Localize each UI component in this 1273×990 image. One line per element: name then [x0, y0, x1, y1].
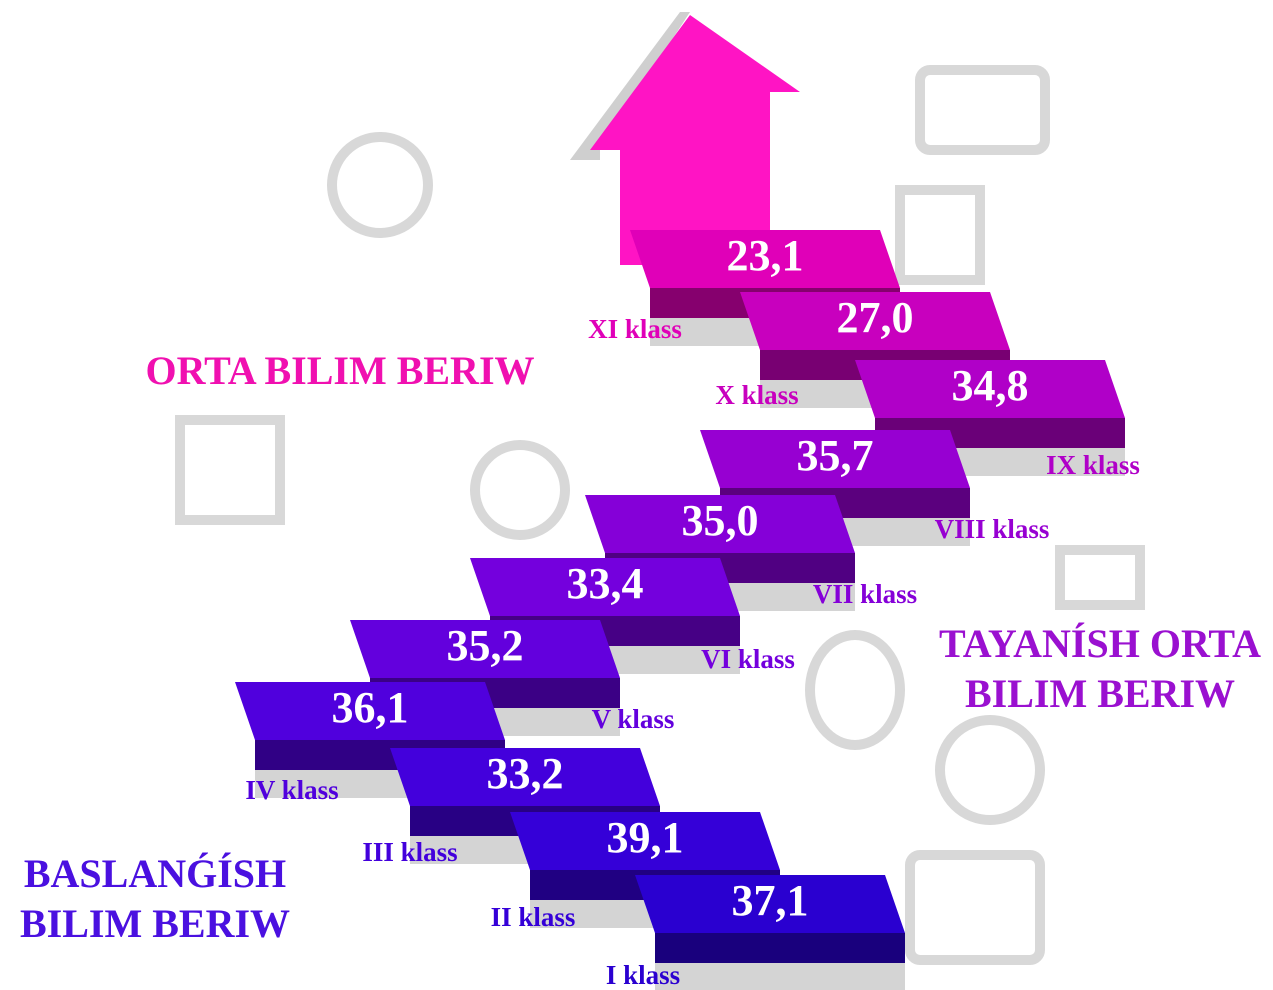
step-top: [700, 430, 970, 488]
section-title: ORTA BILIM BERIW: [145, 348, 534, 393]
step-top: [470, 558, 740, 616]
class-label: XI klass: [588, 314, 682, 344]
step-value: 33,4: [567, 559, 644, 608]
step-top: [630, 230, 900, 288]
class-label: VI klass: [701, 644, 795, 674]
step-top: [635, 875, 905, 933]
step-value: 33,2: [487, 749, 564, 798]
class-label: X klass: [715, 380, 798, 410]
class-label: VIII klass: [935, 514, 1050, 544]
step-value: 35,0: [682, 496, 759, 545]
step-value: 35,2: [447, 621, 524, 670]
step-riser: [655, 963, 905, 990]
step-top: [855, 360, 1125, 418]
section-title: BILIM BERIW: [965, 671, 1235, 716]
step-top: [390, 748, 660, 806]
step-value: 36,1: [332, 683, 409, 732]
class-label: I klass: [606, 960, 680, 990]
step-value: 27,0: [837, 293, 914, 342]
step-front: [655, 933, 905, 963]
step-top: [235, 682, 505, 740]
class-label: IX klass: [1046, 450, 1140, 480]
section-title: BILIM BERIW: [20, 901, 290, 946]
step-top: [740, 292, 1010, 350]
class-label: III klass: [362, 837, 457, 867]
section-title: BASLANǴÍSH: [24, 851, 286, 896]
step-top: [510, 812, 780, 870]
step-value: 23,1: [727, 231, 804, 280]
section-title: TAYANÍSH ORTA: [939, 621, 1261, 666]
step-value: 34,8: [952, 361, 1029, 410]
class-label: V klass: [592, 704, 675, 734]
step-top: [585, 495, 855, 553]
step-value: 37,1: [732, 876, 809, 925]
background-icons: [175, 65, 1145, 965]
class-label: VII klass: [813, 579, 917, 609]
arrow: [570, 12, 800, 270]
class-label: IV klass: [245, 775, 338, 805]
class-label: II klass: [491, 902, 576, 932]
step-value: 35,7: [797, 431, 874, 480]
step-value: 39,1: [607, 813, 684, 862]
step-top: [350, 620, 620, 678]
